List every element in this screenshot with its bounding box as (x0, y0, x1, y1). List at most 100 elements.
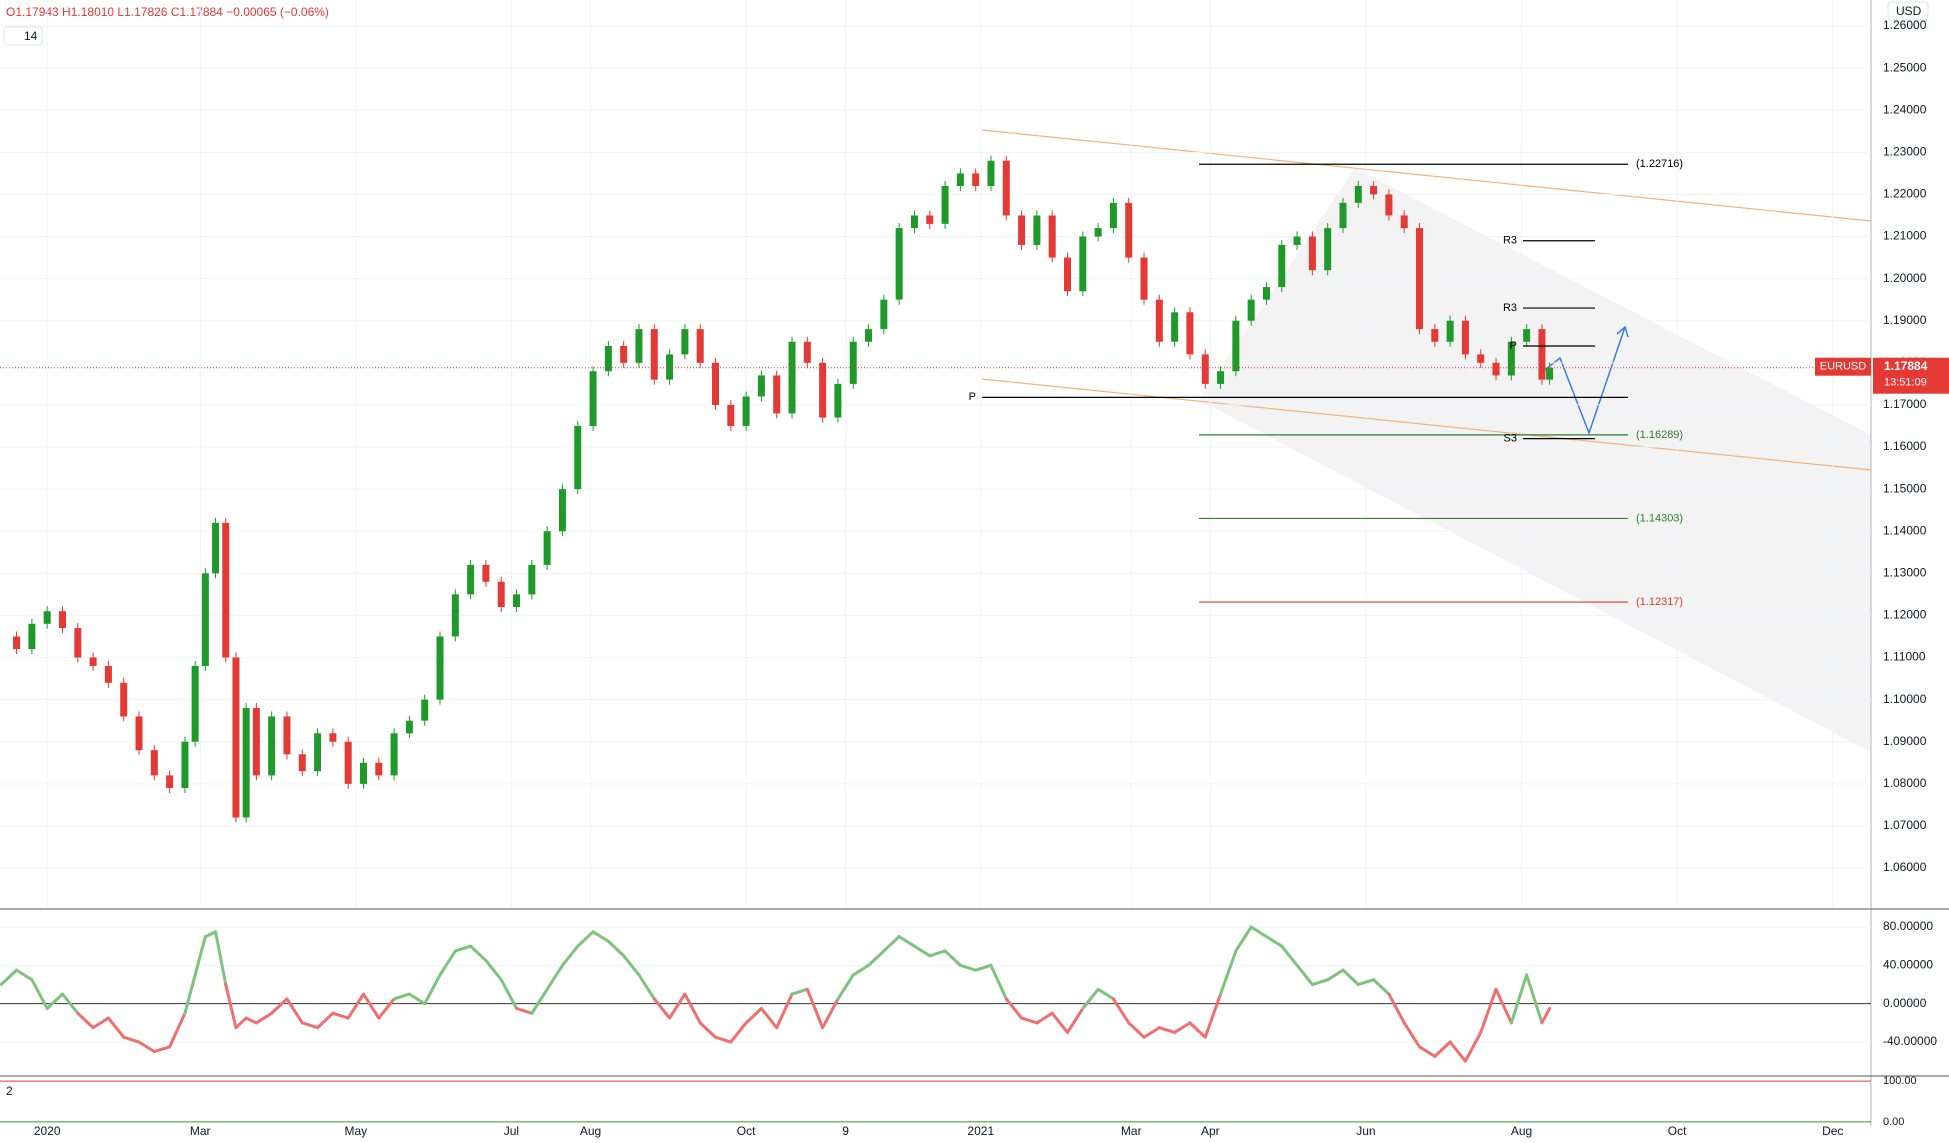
oscillator-segment (974, 963, 993, 972)
oscillator-segment (683, 992, 702, 1025)
regression-channel (1199, 168, 1871, 752)
y-tick-label: 1.23000 (1883, 144, 1927, 158)
candle-body (150, 750, 158, 776)
candle-body (451, 594, 459, 637)
oscillator-segment (15, 968, 34, 982)
oscillator-segment (499, 978, 519, 1010)
level-label: (1.12317) (1636, 596, 1683, 608)
oscillator-segment (637, 973, 656, 1001)
x-tick-label: May (344, 1124, 367, 1138)
candle-body (987, 160, 995, 186)
x-tick-label: 2021 (967, 1124, 994, 1138)
oscillator-segment (224, 983, 238, 1030)
candle-body (528, 564, 536, 595)
oscillator-segment (912, 944, 932, 958)
oscillator-segment (668, 992, 687, 1020)
oscillator-segment (1004, 997, 1024, 1020)
candle-body (941, 185, 949, 224)
oscillator-segment (545, 963, 564, 991)
candle-body (727, 404, 735, 426)
oscillator-segment (1203, 992, 1223, 1039)
candle-body (1262, 287, 1270, 300)
candle-body (1546, 367, 1554, 380)
candle-body (1339, 202, 1347, 229)
candle-body (711, 362, 719, 405)
countdown: 13:51:09 (1884, 377, 1927, 389)
oscillator-segment (392, 992, 411, 1001)
candle-body (620, 345, 628, 363)
level-label: S3 (1504, 433, 1517, 445)
candle-body (43, 611, 51, 624)
oscillator-segment (469, 944, 488, 963)
interval-box[interactable] (3, 26, 43, 46)
candle-body (543, 531, 551, 565)
oscillator-segment (270, 997, 289, 1015)
y-tick-label: 100.00 (1883, 1075, 1917, 1087)
candle-body (1109, 202, 1117, 229)
oscillator-segment (453, 944, 473, 953)
oscillator-segment (122, 1035, 141, 1044)
oscillator-segment (346, 992, 365, 1020)
candle-body (1370, 185, 1378, 195)
y-tick-label: 1.14000 (1883, 523, 1927, 537)
oscillator-segment (1341, 968, 1360, 987)
candle-body (1507, 341, 1515, 376)
candle-body (89, 657, 97, 666)
oscillator-segment (729, 1021, 748, 1044)
candle-body (742, 396, 750, 426)
oscillator-segment (591, 930, 610, 943)
oscillator-segment (0, 968, 19, 987)
candle-body (268, 716, 276, 776)
oscillator-segment (1356, 978, 1376, 987)
candle-body (375, 762, 383, 776)
y-tick-label: -40.00000 (1883, 1034, 1937, 1048)
candle-body (788, 341, 796, 414)
y-tick-label: 80.00000 (1883, 919, 1933, 933)
oscillator-segment (377, 997, 396, 1020)
projection-arrow (1540, 326, 1626, 436)
oscillator-segment (1035, 1011, 1054, 1025)
oscillator-segment (775, 992, 794, 1030)
oscillator-segment (1280, 944, 1299, 967)
candle-body (1354, 185, 1362, 203)
currency-box[interactable] (1887, 1, 1929, 21)
y-tick-label: 0.00000 (1883, 996, 1927, 1010)
y-tick-label: 1.24000 (1883, 102, 1927, 116)
oscillator-segment (254, 1011, 274, 1025)
candle-body (513, 594, 521, 607)
candle-body (1385, 194, 1393, 216)
oscillator-segment (805, 987, 825, 1030)
candle-body (1201, 354, 1209, 384)
candle-body (1324, 228, 1332, 271)
oscillator-segment (1310, 978, 1330, 987)
currency[interactable]: USD (1896, 4, 1922, 18)
y-tick-label: 1.17000 (1883, 397, 1927, 411)
oscillator-segment (759, 1006, 779, 1030)
candle-body (604, 345, 612, 372)
oscillator-segment (168, 1011, 187, 1049)
oscillator-segment (1142, 1026, 1161, 1039)
candle-body (1140, 257, 1148, 300)
y-tick-label: 1.20000 (1883, 271, 1927, 285)
oscillator-segment (744, 1006, 763, 1025)
oscillator-segment (851, 963, 871, 977)
x-tick-label: Jul (504, 1124, 519, 1138)
oscillator-segment (423, 973, 442, 1006)
level-label: (1.14303) (1636, 512, 1683, 524)
oscillator-segment (1249, 925, 1268, 939)
oscillator-segment (1219, 949, 1238, 996)
interval[interactable]: 14 (24, 29, 38, 43)
y-tick-label: 1.12000 (1883, 608, 1927, 622)
candle-body (222, 522, 230, 658)
y-tick-label: 1.25000 (1883, 60, 1927, 74)
oscillator-segment (882, 935, 901, 953)
oscillator-segment (1188, 1021, 1207, 1039)
trend-line (981, 129, 1872, 222)
candle-body (635, 329, 643, 363)
oscillator-segment (203, 930, 218, 939)
oscillator-segment (1509, 973, 1529, 1025)
oscillator-segment (958, 963, 978, 972)
candle-body (1477, 354, 1485, 363)
x-tick-label: Aug (1511, 1124, 1532, 1138)
oscillator-segment (407, 992, 427, 1006)
